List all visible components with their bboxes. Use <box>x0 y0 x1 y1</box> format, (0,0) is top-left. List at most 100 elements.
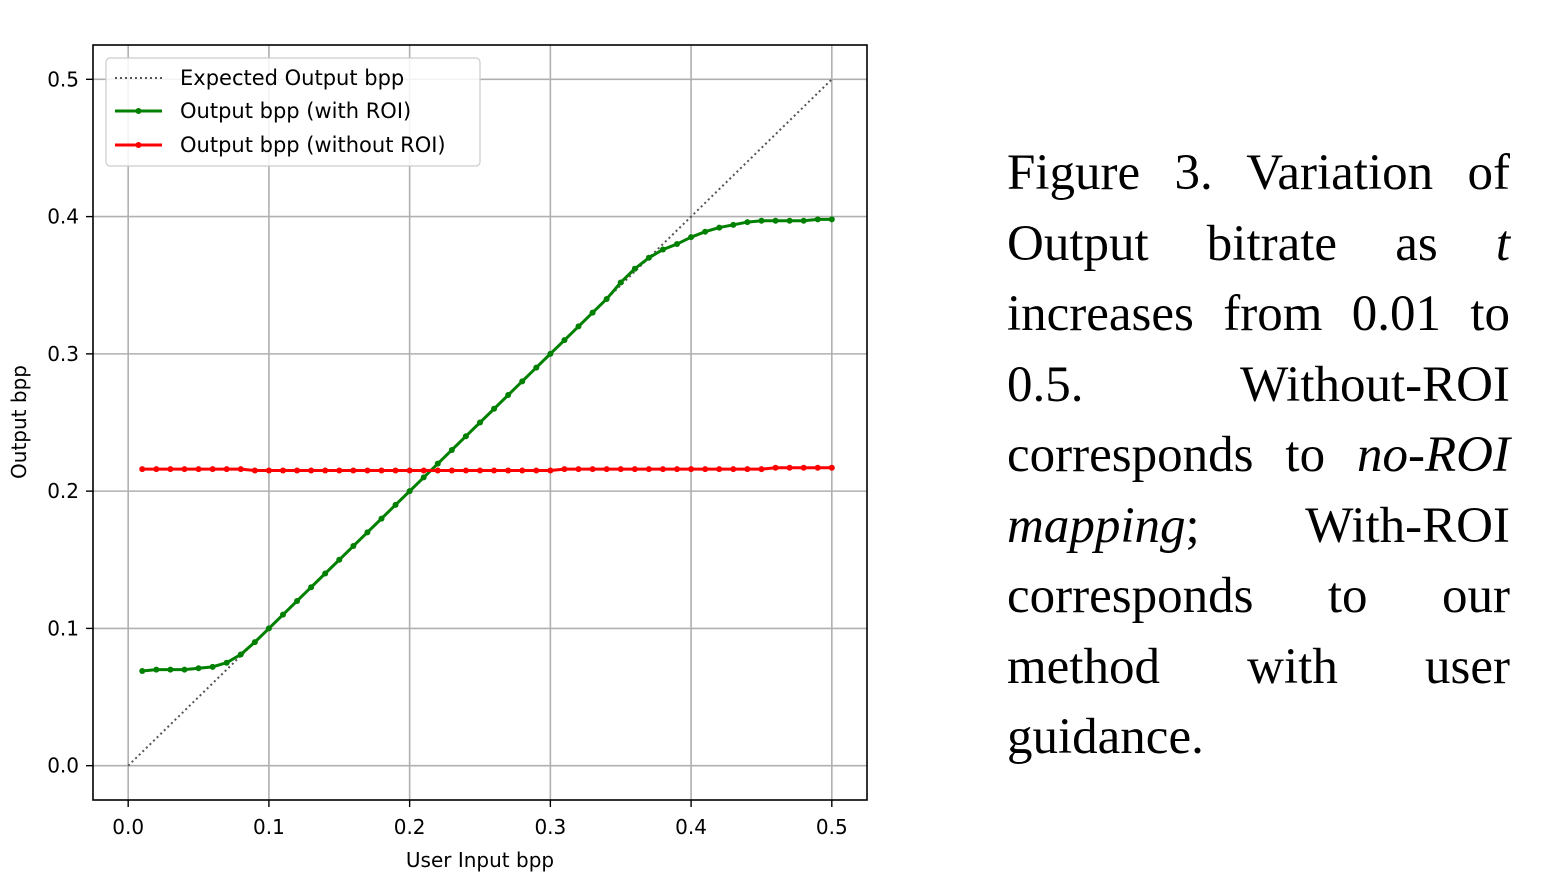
caption-variable: t <box>1495 215 1511 272</box>
data-point <box>758 217 765 224</box>
data-point <box>153 666 160 673</box>
data-point <box>786 464 793 471</box>
y-tick-label: 0.1 <box>47 616 79 640</box>
data-point <box>575 466 582 473</box>
data-point <box>265 467 272 474</box>
data-point <box>420 474 427 481</box>
data-point <box>828 216 835 223</box>
data-point <box>392 467 399 474</box>
data-point <box>561 337 568 344</box>
data-point <box>378 515 385 522</box>
data-point <box>462 433 469 440</box>
data-point <box>814 464 821 471</box>
data-point <box>575 323 582 330</box>
data-point <box>631 265 638 272</box>
data-point <box>744 219 751 226</box>
caption-text-1: Variation of Output bitrate as <box>1007 145 1510 272</box>
x-tick-label: 0.5 <box>816 815 848 839</box>
data-point <box>505 467 512 474</box>
data-point <box>279 467 286 474</box>
data-point <box>139 466 146 473</box>
data-point <box>420 467 427 474</box>
data-point <box>814 216 821 223</box>
y-tick-label: 0.4 <box>47 205 79 229</box>
data-point <box>645 466 652 473</box>
plot-frame <box>92 44 868 801</box>
caption-figure-label: Figure 3. <box>1007 145 1213 201</box>
data-point <box>674 241 681 248</box>
data-point <box>800 464 807 471</box>
data-point <box>702 228 709 235</box>
data-point <box>139 667 146 674</box>
x-tick-label: 0.3 <box>534 815 566 839</box>
data-point <box>659 466 666 473</box>
data-point <box>603 466 610 473</box>
data-point <box>294 597 301 604</box>
series-without-roi <box>139 464 835 474</box>
series-group <box>127 78 835 767</box>
data-point <box>209 466 216 473</box>
data-point <box>195 466 202 473</box>
data-point <box>308 467 315 474</box>
y-tick-label: 0.5 <box>47 67 79 91</box>
legend-label-expected: Expected Output bpp <box>180 66 404 90</box>
data-point <box>477 467 483 474</box>
data-point <box>181 666 188 673</box>
data-point <box>406 467 413 474</box>
data-point <box>730 466 737 473</box>
data-point <box>153 466 160 473</box>
data-point <box>688 466 695 473</box>
data-point <box>448 446 455 453</box>
data-point <box>533 467 540 474</box>
data-point <box>167 666 174 673</box>
data-point <box>308 584 315 591</box>
data-point <box>322 467 329 474</box>
data-point <box>350 543 357 550</box>
data-point <box>800 217 807 224</box>
data-point <box>434 467 441 474</box>
data-point <box>547 350 554 357</box>
data-point <box>828 464 835 471</box>
data-point <box>561 466 568 473</box>
data-point <box>209 663 216 670</box>
data-point <box>491 467 498 474</box>
data-point <box>617 466 624 473</box>
data-point <box>519 467 526 474</box>
data-point <box>336 556 343 563</box>
data-point <box>533 364 540 371</box>
data-point <box>350 467 357 474</box>
data-point <box>462 467 469 474</box>
data-point <box>772 464 779 471</box>
x-tick-label: 0.0 <box>112 815 144 839</box>
grid <box>93 45 867 800</box>
data-point <box>477 419 483 426</box>
data-point <box>265 625 272 632</box>
data-point <box>237 651 244 658</box>
data-point <box>223 659 230 666</box>
data-point <box>547 467 554 474</box>
data-point <box>786 217 793 224</box>
line-chart: 0.0 0.1 0.2 0.3 0.4 0.5 0.0 0.1 0.2 0.3 0.4 0.5 Use… <box>7 44 868 872</box>
data-point <box>491 405 498 412</box>
data-point <box>279 611 286 618</box>
legend-box <box>105 57 481 167</box>
data-point <box>674 466 681 473</box>
data-point <box>688 234 695 241</box>
legend-marker-without-roi <box>135 142 142 148</box>
x-tick-label: 0.1 <box>253 815 285 839</box>
series-with-roi <box>139 216 835 674</box>
legend-marker-with-roi <box>135 108 142 114</box>
data-point <box>294 467 301 474</box>
y-axis-label: Output bpp <box>7 365 31 479</box>
x-axis-label: User Input bpp <box>406 848 554 872</box>
data-point <box>730 221 737 228</box>
y-tick-label: 0.2 <box>47 479 79 503</box>
x-tick-label: 0.2 <box>394 815 426 839</box>
data-point <box>716 224 723 231</box>
data-point <box>195 665 202 672</box>
data-point <box>448 467 455 474</box>
caption-text-3: ; With-ROI corresponds to our method wit… <box>1007 497 1510 766</box>
data-point <box>364 467 371 474</box>
data-point <box>772 217 779 224</box>
data-point <box>631 466 638 473</box>
